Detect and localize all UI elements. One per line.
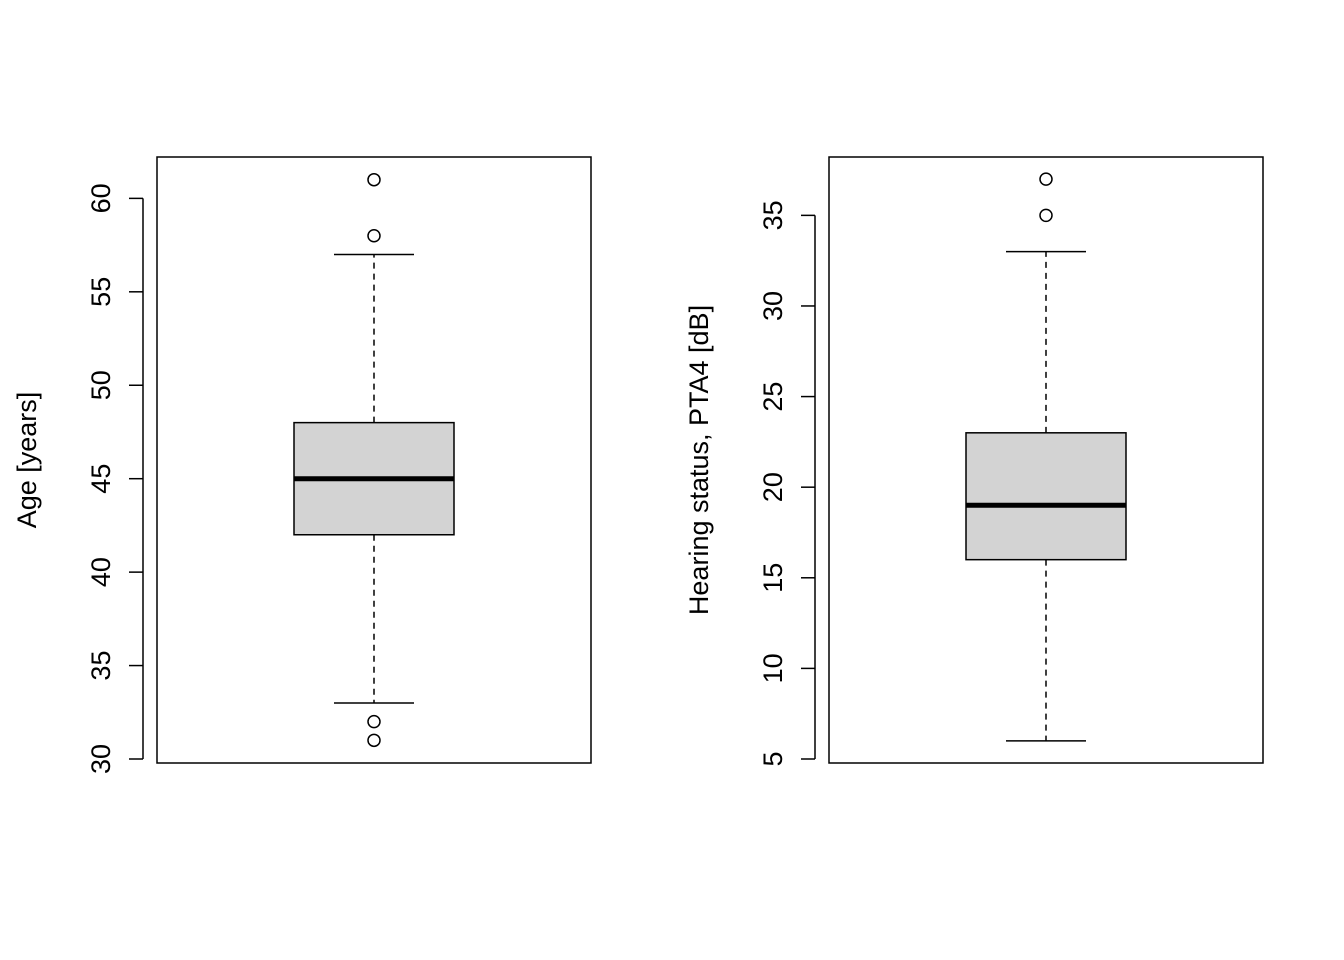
y-tick-label: 25	[758, 382, 788, 412]
y-tick-label: 35	[86, 651, 116, 681]
y-tick-label: 40	[86, 557, 116, 587]
outlier-point	[367, 172, 381, 187]
y-tick-label: 50	[86, 370, 116, 400]
outlier-point	[367, 714, 381, 729]
boxplot	[293, 172, 455, 748]
y-tick-label: 35	[758, 200, 788, 230]
y-tick-label: 10	[758, 653, 788, 683]
outlier-point	[367, 229, 381, 243]
hearing-boxplot-panel: 5 10 15 20 25 30 35 Hearing status, PTA4 [dB]	[684, 156, 1264, 767]
y-tick-label: 15	[758, 563, 788, 593]
y-tick-label: 30	[758, 291, 788, 321]
boxplot	[965, 172, 1127, 742]
y-axis: 5 10 15 20 25 30 35	[758, 200, 816, 767]
outlier-point	[1039, 172, 1053, 186]
y-tick-label: 60	[86, 183, 116, 213]
y-tick-label: 20	[758, 472, 788, 502]
y-tick-label: 5	[758, 751, 788, 766]
outlier-point	[1039, 208, 1053, 223]
iqr-box	[965, 432, 1127, 561]
y-axis-label: Age [years]	[12, 392, 42, 529]
y-tick-label: 55	[86, 277, 116, 307]
plot-frame	[156, 156, 592, 764]
y-tick-label: 45	[86, 464, 116, 494]
y-axis-label: Hearing status, PTA4 [dB]	[684, 305, 714, 615]
plot-frame	[828, 156, 1264, 764]
y-tick-label: 30	[86, 744, 116, 774]
outlier-point	[367, 733, 381, 748]
y-axis: 30 35 40 45 50 55 60	[86, 183, 144, 774]
age-boxplot-panel: 30 35 40 45 50 55 60 Age [years]	[12, 156, 592, 774]
